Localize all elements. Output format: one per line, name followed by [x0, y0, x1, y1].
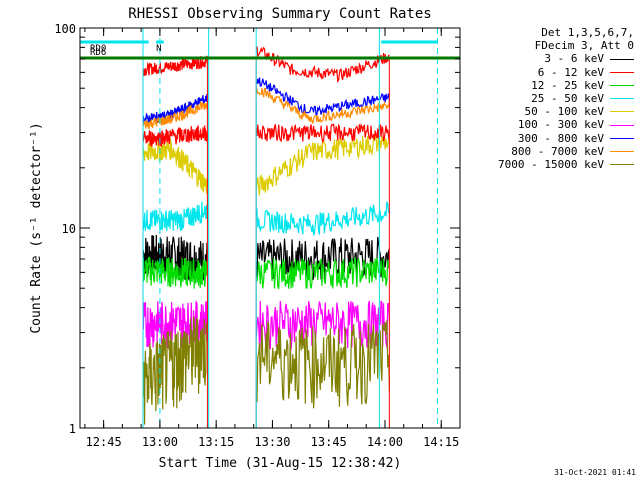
timestamp-stamp: 31-Oct-2021 01:41	[554, 468, 636, 477]
legend-entry-swatch	[610, 111, 634, 113]
legend-entry-label: 12 - 25 keV	[531, 78, 604, 92]
series-line-extra-red-segment-window-0	[142, 125, 208, 148]
series-line-800-7000-kev-window-0	[142, 101, 208, 130]
chart-title: RHESSI Observing Summary Count Rates	[128, 6, 431, 22]
y-tick-label-2: 100	[54, 22, 76, 36]
series-line-25-50-kev-window-0	[142, 201, 208, 232]
x-tick-label-3: 13:30	[254, 435, 290, 449]
legend-header-line-2: FDecim 3, Att 0	[534, 39, 634, 53]
legend-entry-swatch	[610, 71, 634, 73]
series-line-12-25-kev-window-0	[142, 256, 208, 289]
x-tick-label-2: 13:15	[198, 435, 234, 449]
x-tick-label-4: 13:45	[311, 435, 347, 449]
y-axis-label: Count Rate (s⁻¹ detector⁻¹)	[29, 122, 44, 333]
x-tick-label-1: 13:00	[142, 435, 178, 449]
legend-entry-label: 100 - 300 keV	[517, 118, 604, 132]
legend-entry-swatch	[610, 124, 634, 126]
legend-entry-label: 800 - 7000 keV	[511, 144, 604, 158]
legend-entry-label: 3 - 6 keV	[544, 52, 604, 66]
legend-entry-label: 300 - 800 keV	[517, 131, 604, 145]
legend-entry: 50 - 100 keV	[478, 105, 634, 118]
legend-entry: 3 - 6 keV	[478, 52, 634, 65]
legend-entry-swatch	[610, 58, 634, 60]
series-line-extra-red-segment-window-1	[255, 123, 390, 144]
legend: Det 1,3,5,6,7, FDecim 3, Att 0 3 - 6 keV…	[478, 26, 634, 171]
legend-entry: 800 - 7000 keV	[478, 145, 634, 158]
series-line-50-100-kev-window-0	[142, 138, 208, 194]
legend-entry: 25 - 50 keV	[478, 92, 634, 105]
legend-entry-swatch	[610, 84, 634, 86]
series-line-300-800-kev-window-1	[255, 77, 390, 116]
series-line-7000-15000-kev-window-1	[255, 320, 390, 409]
legend-entry: 12 - 25 keV	[478, 79, 634, 92]
series-line-800-7000-kev-window-1	[255, 86, 390, 124]
y-tick-label-1: 10	[62, 222, 76, 236]
flag-label-rd0: RD0	[90, 44, 106, 54]
flag-label-rd6: RD6	[90, 48, 106, 58]
legend-entry-swatch	[610, 150, 634, 152]
legend-entry-swatch	[610, 164, 634, 166]
y-tick-label-0: 1	[69, 422, 76, 436]
x-tick-label-5: 14:00	[367, 435, 403, 449]
series-line-6-12-kev-window-0	[142, 55, 208, 76]
legend-entry-label: 6 - 12 keV	[537, 65, 604, 79]
series-line-50-100-kev-window-1	[255, 134, 390, 196]
series-line-7000-15000-kev-window-0	[142, 316, 208, 425]
legend-entry-label: 25 - 50 keV	[531, 92, 604, 106]
legend-entry-label: 50 - 100 keV	[524, 105, 604, 119]
legend-entry: 7000 - 15000 keV	[478, 158, 634, 171]
x-axis-label: Start Time (31-Aug-15 12:38:42)	[159, 456, 402, 471]
series-line-6-12-kev-window-1	[255, 45, 390, 83]
flag-label-n: N	[156, 44, 161, 54]
axes: 12:45 13:00 13:15 13:30 13:45 14:00 14:15 1 10 10…	[54, 22, 461, 449]
legend-entry: 6 - 12 keV	[478, 66, 634, 79]
legend-entry-label: 7000 - 15000 keV	[498, 158, 604, 172]
x-tick-label-0: 12:45	[86, 435, 122, 449]
legend-entry-swatch	[610, 137, 634, 139]
x-tick-label-6: 14:15	[423, 435, 459, 449]
legend-rows: 3 - 6 keV 6 - 12 keV 12 - 25 keV 25 - 50 ke…	[478, 52, 634, 171]
legend-entry: 100 - 300 keV	[478, 118, 634, 131]
series-line-12-25-kev-window-1	[256, 257, 390, 290]
series-line-3-6-kev-window-1	[255, 236, 390, 282]
legend-header-line-1: Det 1,3,5,6,7,	[541, 26, 634, 39]
legend-entry: 300 - 800 keV	[478, 132, 634, 145]
series-line-25-50-kev-window-1	[255, 200, 390, 236]
legend-entry-swatch	[610, 98, 634, 100]
plot-content: RD0 N RD6	[80, 28, 460, 428]
